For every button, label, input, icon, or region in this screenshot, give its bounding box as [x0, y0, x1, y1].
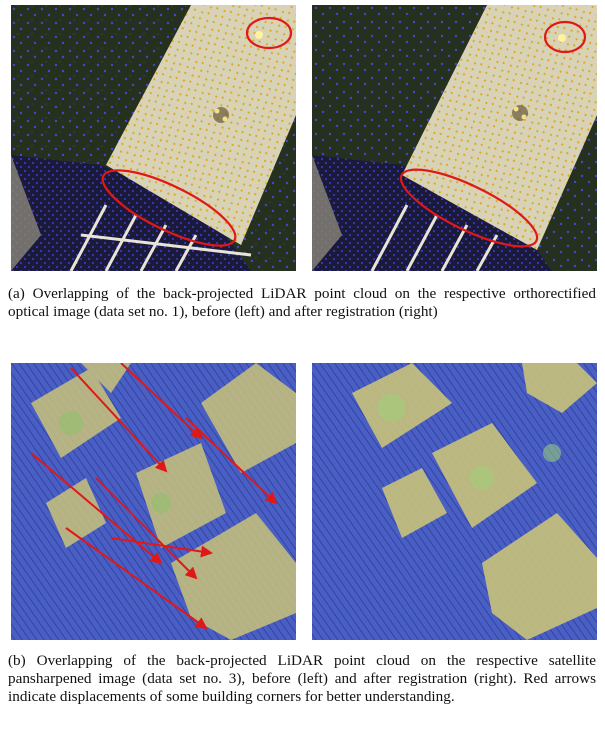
image-b-before	[11, 363, 296, 640]
caption-b: (b) Overlapping of the back-projected Li…	[8, 652, 596, 705]
caption-a: (a) Overlapping of the back-projected Li…	[8, 285, 596, 320]
image-a-after	[312, 5, 597, 271]
image-b-after	[312, 363, 597, 640]
image-a-before	[11, 5, 296, 271]
